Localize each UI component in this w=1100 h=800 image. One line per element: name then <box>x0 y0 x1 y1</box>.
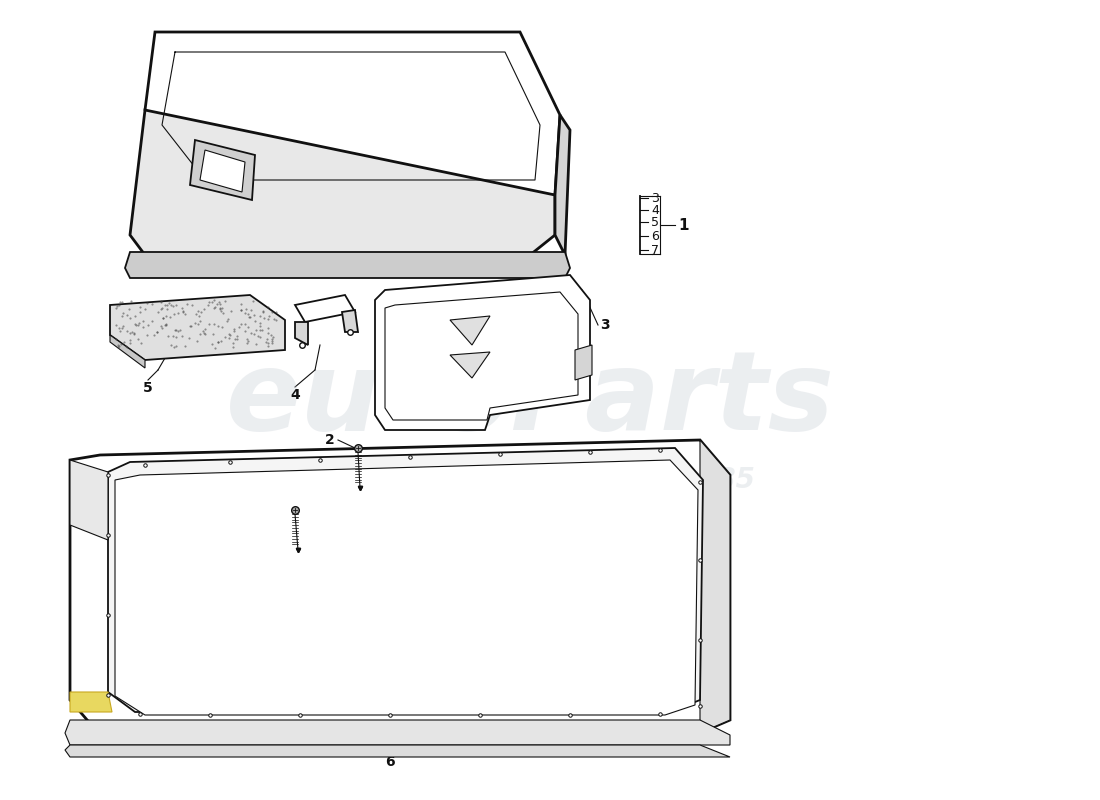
Polygon shape <box>125 252 570 278</box>
Polygon shape <box>145 32 560 195</box>
Text: 3: 3 <box>600 318 609 332</box>
Polygon shape <box>190 140 255 200</box>
Polygon shape <box>70 692 112 712</box>
Polygon shape <box>695 440 730 735</box>
Polygon shape <box>65 720 730 745</box>
Polygon shape <box>70 440 730 735</box>
Text: 2: 2 <box>326 433 336 447</box>
Text: 3: 3 <box>651 191 659 205</box>
Text: 6: 6 <box>385 755 395 769</box>
Text: 5: 5 <box>651 215 659 229</box>
Polygon shape <box>385 292 578 420</box>
Polygon shape <box>70 460 108 540</box>
Polygon shape <box>295 322 308 345</box>
Polygon shape <box>450 316 490 345</box>
Polygon shape <box>108 448 703 712</box>
Text: 7: 7 <box>258 493 268 507</box>
Text: 7: 7 <box>651 243 659 257</box>
Polygon shape <box>116 460 698 715</box>
Polygon shape <box>130 110 556 255</box>
Polygon shape <box>295 295 355 322</box>
Text: euroParts: euroParts <box>226 346 835 454</box>
Polygon shape <box>110 295 285 360</box>
Polygon shape <box>110 335 145 368</box>
Text: 6: 6 <box>651 230 659 242</box>
Text: 1: 1 <box>678 218 689 233</box>
Polygon shape <box>342 310 358 332</box>
Text: a passion... parts since 1985: a passion... parts since 1985 <box>306 466 755 494</box>
Polygon shape <box>575 345 592 380</box>
Polygon shape <box>375 275 590 430</box>
Polygon shape <box>200 150 245 192</box>
Text: 4: 4 <box>290 388 300 402</box>
Polygon shape <box>556 115 570 255</box>
Polygon shape <box>65 745 730 757</box>
Text: 5: 5 <box>143 381 153 395</box>
Polygon shape <box>450 352 490 378</box>
Text: 4: 4 <box>651 203 659 217</box>
